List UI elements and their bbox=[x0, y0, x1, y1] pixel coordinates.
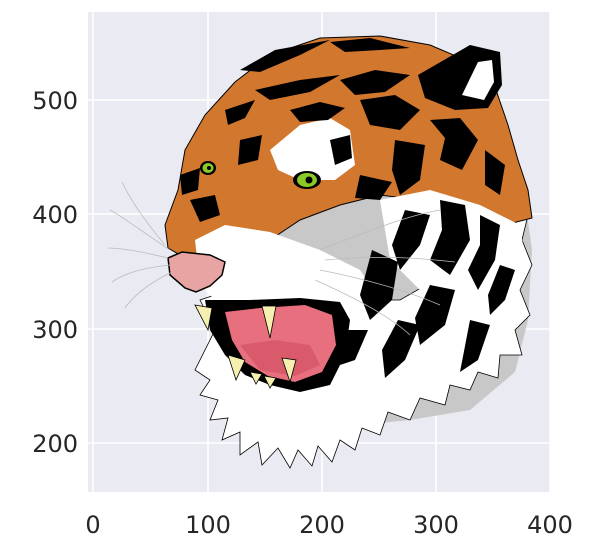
y-tick-label: 400 bbox=[32, 201, 78, 229]
y-tick-label: 300 bbox=[32, 316, 78, 344]
x-tick-label: 200 bbox=[299, 511, 345, 539]
y-tick-label: 200 bbox=[32, 430, 78, 458]
tiger-teeth bbox=[194, 304, 297, 389]
tiger-brow-white bbox=[270, 118, 355, 180]
y-tick-label: 500 bbox=[32, 87, 78, 115]
tiger-whiskers bbox=[107, 181, 456, 336]
tiger-head-image bbox=[107, 35, 533, 469]
tiger-ear-inner bbox=[462, 60, 494, 100]
x-tick-labels: 0 100 200 300 400 bbox=[85, 511, 573, 539]
tiger-eyes bbox=[200, 161, 321, 189]
y-tick-labels: 500 400 300 200 bbox=[32, 87, 78, 458]
x-tick-label: 400 bbox=[527, 511, 573, 539]
tiger-nose bbox=[167, 251, 226, 293]
x-tick-label: 300 bbox=[413, 511, 459, 539]
tiger-tongue bbox=[240, 340, 320, 376]
x-tick-label: 100 bbox=[185, 511, 231, 539]
x-tick-label: 0 bbox=[85, 511, 100, 539]
